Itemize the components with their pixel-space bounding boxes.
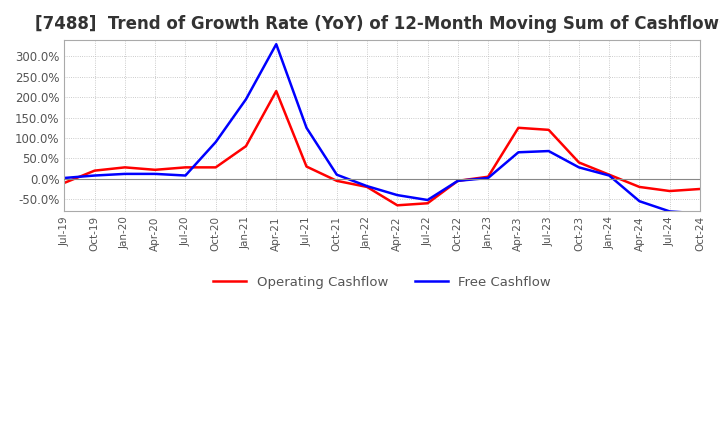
Operating Cashflow (212, 165, 220, 170)
Free Cashflow (302, 125, 311, 130)
Free Cashflow (151, 171, 160, 176)
Line: Operating Cashflow: Operating Cashflow (64, 91, 700, 205)
Operating Cashflow (272, 88, 281, 94)
Free Cashflow (333, 172, 341, 177)
Free Cashflow (665, 209, 674, 214)
Operating Cashflow (393, 203, 402, 208)
Free Cashflow (120, 171, 129, 176)
Operating Cashflow (242, 143, 251, 149)
Free Cashflow (484, 175, 492, 180)
Operating Cashflow (665, 188, 674, 194)
Free Cashflow (454, 178, 462, 183)
Operating Cashflow (90, 168, 99, 173)
Line: Free Cashflow: Free Cashflow (64, 44, 700, 213)
Free Cashflow (635, 198, 644, 204)
Free Cashflow (60, 175, 68, 180)
Operating Cashflow (575, 160, 583, 165)
Operating Cashflow (60, 180, 68, 186)
Free Cashflow (544, 148, 553, 154)
Free Cashflow (696, 211, 704, 216)
Operating Cashflow (605, 172, 613, 177)
Free Cashflow (181, 173, 190, 178)
Free Cashflow (514, 150, 523, 155)
Free Cashflow (605, 173, 613, 178)
Operating Cashflow (363, 184, 372, 190)
Operating Cashflow (635, 184, 644, 190)
Operating Cashflow (544, 127, 553, 132)
Operating Cashflow (181, 165, 190, 170)
Operating Cashflow (302, 164, 311, 169)
Free Cashflow (212, 139, 220, 145)
Legend: Operating Cashflow, Free Cashflow: Operating Cashflow, Free Cashflow (208, 270, 557, 294)
Free Cashflow (423, 198, 432, 203)
Operating Cashflow (423, 201, 432, 206)
Free Cashflow (90, 173, 99, 178)
Operating Cashflow (120, 165, 129, 170)
Free Cashflow (393, 192, 402, 198)
Free Cashflow (242, 97, 251, 102)
Free Cashflow (575, 165, 583, 170)
Operating Cashflow (484, 174, 492, 180)
Free Cashflow (272, 41, 281, 47)
Free Cashflow (363, 183, 372, 189)
Operating Cashflow (333, 178, 341, 183)
Operating Cashflow (454, 178, 462, 183)
Operating Cashflow (696, 187, 704, 192)
Operating Cashflow (514, 125, 523, 130)
Operating Cashflow (151, 167, 160, 172)
Title: [7488]  Trend of Growth Rate (YoY) of 12-Month Moving Sum of Cashflows: [7488] Trend of Growth Rate (YoY) of 12-… (35, 15, 720, 33)
